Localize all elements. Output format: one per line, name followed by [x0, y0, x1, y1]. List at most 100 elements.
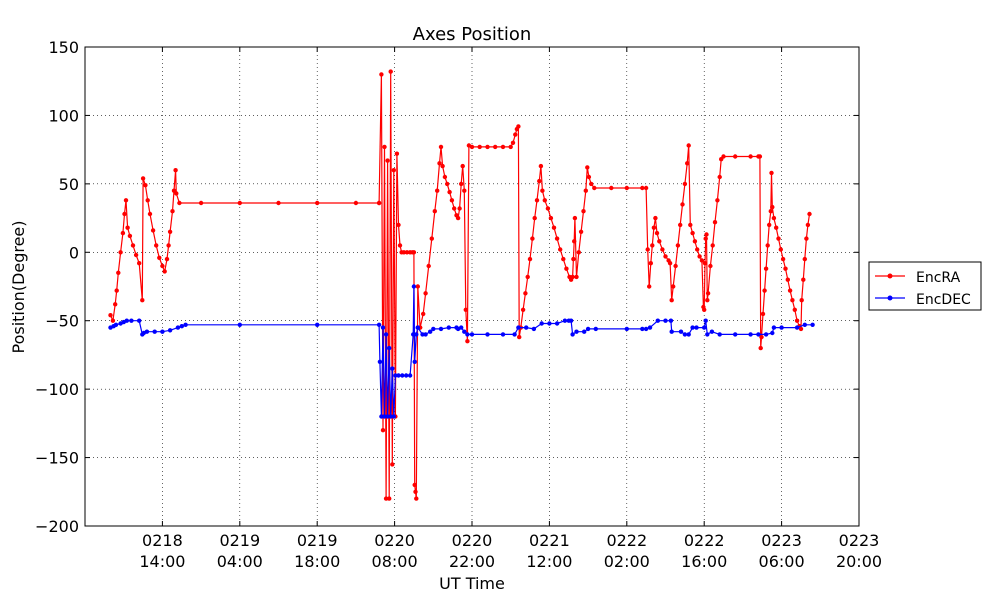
data-point-encdec	[237, 322, 242, 327]
data-point-encra	[703, 236, 708, 241]
data-point-encra	[459, 181, 464, 187]
data-point-encra	[651, 225, 657, 230]
data-point-encra	[154, 243, 159, 248]
x-tick-label-date: 0222	[606, 531, 647, 550]
data-point-encra	[581, 209, 586, 214]
data-point-encdec	[771, 325, 777, 330]
data-point-encdec	[624, 326, 629, 332]
data-point-encra	[390, 462, 395, 467]
data-point-encdec	[396, 373, 401, 378]
data-point-encra	[391, 168, 396, 173]
data-point-encra	[783, 266, 788, 271]
x-tick-label-date: 0222	[684, 531, 725, 550]
data-point-encra	[437, 161, 442, 166]
data-point-encdec	[547, 321, 552, 326]
data-point-encra	[500, 144, 506, 150]
data-point-encra	[542, 198, 547, 203]
x-tick-label-date: 0219	[219, 531, 260, 550]
data-point-encdec	[663, 318, 668, 323]
data-point-encra	[438, 144, 444, 150]
data-point-encdec	[554, 321, 560, 326]
x-tick-label-date: 0220	[374, 531, 415, 550]
data-point-encdec	[387, 345, 392, 351]
data-point-encdec	[144, 329, 150, 334]
data-point-encra	[527, 256, 533, 262]
data-point-encdec	[423, 332, 428, 337]
data-point-encdec	[404, 373, 409, 378]
data-point-encra	[710, 243, 715, 248]
data-point-encdec	[802, 322, 807, 327]
data-point-encdec	[400, 373, 405, 378]
data-point-encra	[802, 256, 807, 262]
data-point-encra	[692, 239, 698, 244]
data-point-encra	[663, 254, 668, 259]
data-point-encdec	[390, 366, 395, 371]
data-point-encra	[585, 165, 590, 170]
legend-label-encra: EncRA	[916, 270, 961, 286]
data-point-encra	[174, 191, 179, 196]
data-point-encra	[440, 163, 445, 169]
data-point-encdec	[524, 325, 529, 330]
data-point-encdec	[794, 325, 800, 330]
data-point-encdec	[703, 318, 708, 323]
data-point-encdec	[500, 332, 506, 337]
data-point-encra	[792, 307, 797, 312]
y-tick-label: 100	[48, 106, 79, 125]
legend-box	[868, 261, 982, 311]
data-point-encdec	[124, 318, 129, 323]
data-point-encra	[538, 163, 544, 169]
data-point-encdec	[574, 329, 579, 334]
data-point-encra	[650, 243, 655, 248]
data-point-encra	[758, 345, 763, 351]
data-point-encra	[682, 181, 688, 187]
data-point-encra	[469, 144, 475, 150]
chart-title: Axes Position	[413, 24, 532, 45]
data-point-encra	[401, 250, 407, 255]
data-point-encra	[147, 211, 153, 217]
data-point-encra	[776, 236, 781, 241]
data-point-encra	[513, 132, 518, 137]
data-point-encdec	[414, 332, 419, 337]
data-point-encdec	[465, 332, 470, 337]
data-point-encra	[380, 428, 386, 433]
data-point-encra	[435, 188, 440, 193]
data-point-encra	[140, 176, 146, 181]
data-point-encdec	[647, 325, 653, 330]
legend-marker-encra	[887, 273, 893, 279]
data-point-encdec	[137, 318, 142, 323]
x-tick-label-date: 0221	[529, 531, 570, 550]
data-point-encra	[534, 198, 540, 203]
data-point-encra	[426, 263, 431, 269]
data-point-encra	[780, 256, 786, 262]
data-point-encra	[143, 183, 148, 188]
data-point-encdec	[640, 326, 645, 332]
data-point-encdec	[694, 325, 699, 330]
plot-frame	[84, 46, 860, 527]
x-tick-label-time: 14:00	[139, 552, 185, 571]
data-point-encra	[463, 307, 468, 312]
data-point-encdec	[655, 318, 660, 323]
data-point-encra	[647, 284, 652, 289]
data-point-encra	[177, 200, 182, 206]
data-point-encra	[162, 269, 167, 274]
data-point-encra	[388, 69, 393, 74]
data-point-encra	[778, 247, 783, 252]
x-axis-label: UT Time	[439, 574, 505, 593]
data-point-encra	[415, 284, 420, 289]
data-point-encdec	[643, 326, 649, 332]
data-point-encra	[592, 185, 597, 191]
tick-layer: 150 100 50 0 −50 −100 −150 −200 0218 14:00 0219 04:…	[35, 38, 882, 571]
data-point-encra	[449, 198, 455, 203]
data-point-encra	[671, 284, 676, 289]
data-point-encdec	[593, 326, 598, 332]
data-point-encra	[385, 158, 390, 163]
data-point-encra	[774, 225, 779, 230]
data-point-encra	[678, 222, 683, 228]
data-point-encra	[548, 215, 554, 221]
series-line-encdec	[110, 285, 419, 418]
data-point-encra	[477, 144, 482, 150]
data-point-encra	[166, 243, 171, 248]
data-point-encra	[561, 256, 566, 262]
data-point-encra	[653, 215, 658, 221]
